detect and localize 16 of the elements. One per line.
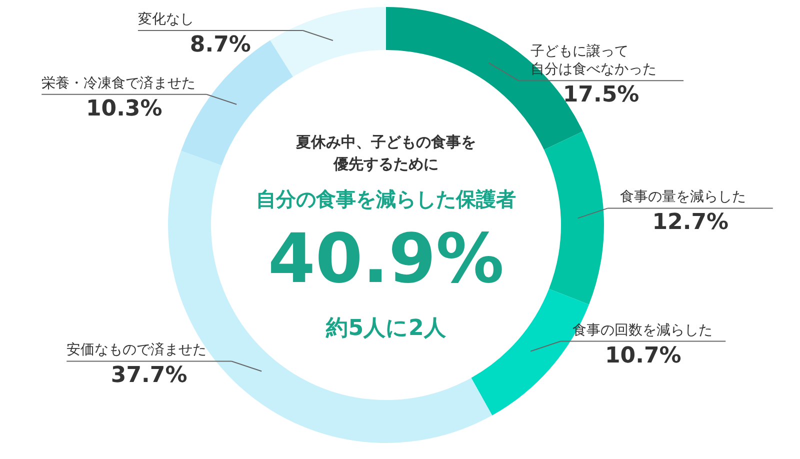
- slice-label: 栄養・冷凍食で済ませた: [42, 75, 196, 92]
- slice-label: 変化なし: [138, 11, 194, 28]
- slice-label: 食事の量を減らした: [620, 189, 746, 206]
- data-label: 12.7%: [652, 210, 729, 236]
- data-label: 10.3%: [86, 96, 162, 122]
- donut-slice: [544, 131, 604, 305]
- data-label: 17.5%: [562, 82, 640, 108]
- text: 自分の食事を減らした保護者: [256, 187, 516, 211]
- text: 夏休み中、子どもの食事を優先するために: [295, 133, 476, 173]
- slice-label: 安価なもので済ませた: [66, 342, 207, 358]
- data-label: 10.7%: [604, 343, 682, 368]
- data-label: 8.7%: [190, 32, 251, 58]
- text: 約5人に2人: [325, 316, 447, 341]
- text: 40.9%: [268, 220, 504, 299]
- data-label: 37.7%: [110, 363, 188, 388]
- donut-slice: [270, 7, 386, 77]
